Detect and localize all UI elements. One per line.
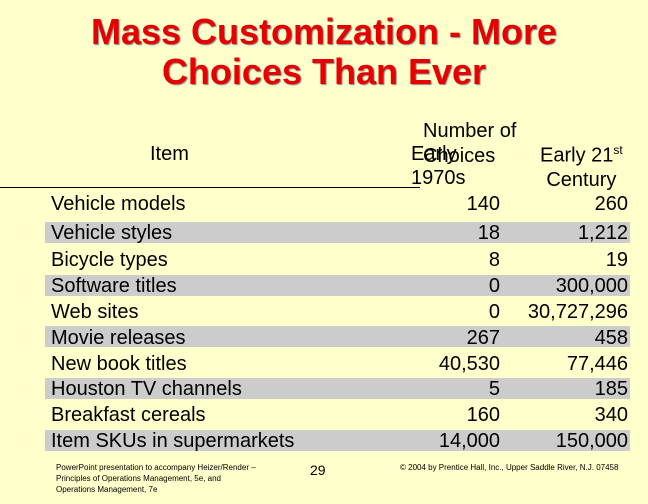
row-item-label: Movie releases <box>51 327 186 349</box>
column-header-early-1970s-line-1: Early <box>411 143 457 165</box>
row-item-label: New book titles <box>51 353 187 375</box>
column-header-early-21st-sup: st <box>613 143 623 157</box>
row-early-1970s-value: 160 <box>466 404 500 426</box>
row-early-21st-value: 30,727,296 <box>527 301 628 323</box>
row-early-1970s-value: 140 <box>466 193 500 215</box>
row-early-21st-value: 300,000 <box>555 275 628 297</box>
row-early-1970s-value: 18 <box>477 222 500 244</box>
column-header-item: Item <box>150 143 189 165</box>
row-item-label: Bicycle types <box>51 249 168 271</box>
row-early-21st-value: 150,000 <box>555 430 628 452</box>
row-early-21st-value: 185 <box>594 378 628 400</box>
row-early-1970s-value: 8 <box>488 249 500 271</box>
row-stripe <box>45 378 630 399</box>
slide-title: Mass Customization - More Choices Than E… <box>0 12 648 92</box>
row-stripe <box>45 275 630 296</box>
slide-title-line-1: Mass Customization - More <box>90 11 558 52</box>
row-item-label: Houston TV channels <box>51 378 242 400</box>
row-item-label: Software titles <box>51 275 177 297</box>
row-early-1970s-value: 5 <box>488 378 500 400</box>
row-early-1970s-value: 14,000 <box>438 430 500 452</box>
row-item-label: Vehicle models <box>51 193 186 215</box>
column-header-early-1970s-line-2: 1970s <box>411 167 466 189</box>
row-early-1970s-value: 267 <box>466 327 500 349</box>
row-early-21st-value: 260 <box>594 193 628 215</box>
row-early-21st-value: 1,212 <box>577 222 628 244</box>
column-header-early-21st-line-1: Early 21 <box>540 144 614 167</box>
header-divider <box>0 187 420 188</box>
footer-copyright: © 2004 by Prentice Hall, Inc., Upper Sad… <box>400 463 619 472</box>
row-early-1970s-value: 0 <box>488 275 500 297</box>
row-item-label: Breakfast cereals <box>51 404 206 426</box>
row-early-1970s-value: 40,530 <box>438 353 500 375</box>
page-number: 29 <box>310 462 326 478</box>
row-item-label: Vehicle styles <box>51 222 173 244</box>
footer-left-text: PowerPoint presentation to accompany Hei… <box>56 463 256 494</box>
row-early-21st-value: 340 <box>594 404 628 426</box>
column-header-number-of-choices: Number of Choices <box>423 120 517 167</box>
column-header-early-1970s: Early 1970s <box>411 142 466 190</box>
row-early-1970s-value: 0 <box>488 301 500 323</box>
row-early-21st-value: 458 <box>594 327 628 349</box>
row-early-21st-value: 19 <box>605 249 628 271</box>
column-header-early-21st-century: Early 21st Century <box>540 138 623 192</box>
row-early-21st-value: 77,446 <box>566 353 628 375</box>
column-header-early-21st-line-2: Century <box>546 168 617 191</box>
slide-title-line-2: Choices Than Ever <box>161 51 487 92</box>
row-stripe <box>45 222 630 243</box>
row-item-label: Web sites <box>51 301 139 323</box>
row-stripe <box>45 326 630 347</box>
row-item-label: Item SKUs in supermarkets <box>51 430 295 452</box>
row-stripe <box>45 430 630 451</box>
